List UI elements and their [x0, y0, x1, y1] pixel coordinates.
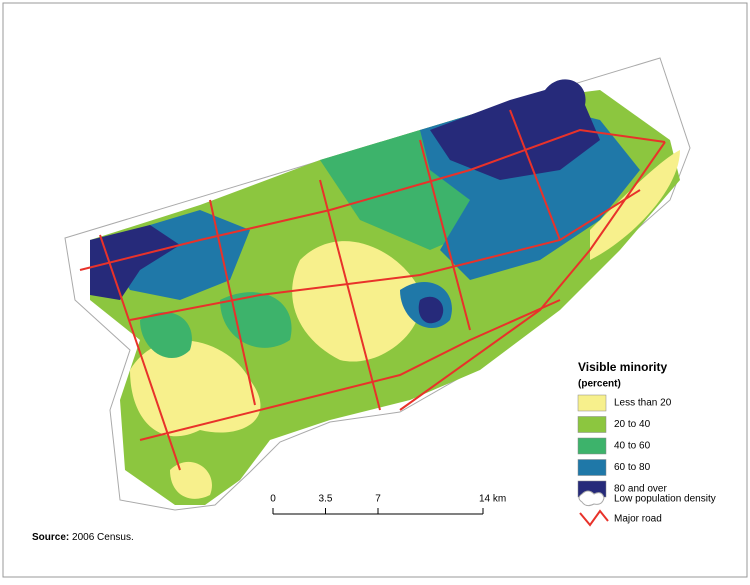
scale-label: 0 — [270, 494, 276, 505]
road — [419, 139, 471, 331]
scale-bar: 0 3.5 7 14 km — [270, 494, 506, 515]
legend-subtitle: (percent) — [578, 379, 621, 390]
road — [399, 141, 666, 411]
road — [509, 109, 561, 241]
legend-label: Less than 20 — [614, 398, 672, 409]
legend-items: Less than 20 20 to 40 40 to 60 60 to 80 80 a… — [577, 394, 672, 498]
road — [99, 234, 181, 471]
region-under-20 — [130, 150, 680, 499]
legend-label: 40 to 60 — [614, 441, 651, 452]
map — [64, 57, 691, 511]
legend-label: 80 and over — [614, 484, 667, 495]
scale-label: 14 km — [479, 494, 506, 505]
scale-label: 3.5 — [319, 494, 333, 505]
road — [129, 189, 641, 321]
low-density-icon — [578, 490, 605, 507]
source: Source: 2006 Census. — [32, 532, 134, 543]
legend-title: Visible minority — [578, 360, 667, 374]
legend-swatch — [577, 394, 607, 412]
legend-label: 20 to 40 — [614, 419, 651, 430]
major-roads — [79, 109, 666, 471]
road — [209, 199, 256, 406]
legend-low-density: Low population density — [614, 494, 716, 505]
road — [79, 128, 666, 271]
source-text: 2006 Census. — [72, 532, 134, 543]
legend-road: Major road — [614, 514, 662, 525]
road — [139, 299, 561, 441]
legend-swatch — [577, 416, 607, 433]
legend-label: 60 to 80 — [614, 462, 651, 473]
scale-label: 7 — [375, 494, 381, 505]
legend-swatch — [577, 459, 607, 476]
region-80-over — [90, 79, 600, 324]
legend-swatch — [577, 437, 607, 455]
source-label: Source: — [32, 532, 69, 543]
road-icon — [579, 509, 609, 527]
road — [319, 179, 381, 411]
